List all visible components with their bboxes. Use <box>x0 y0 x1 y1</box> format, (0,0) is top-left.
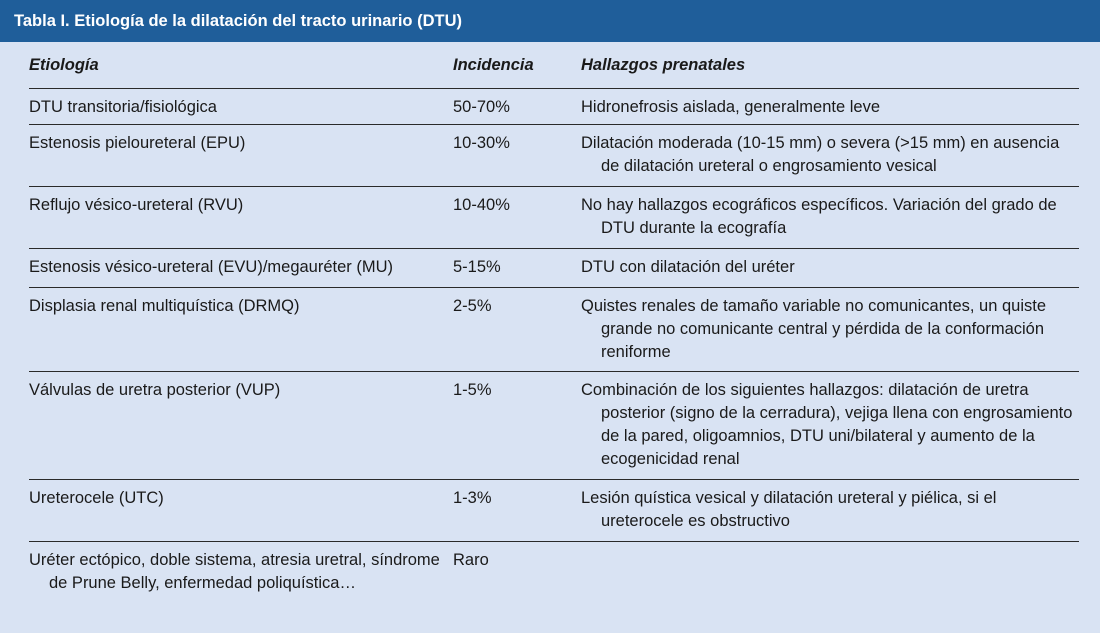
cell-incidencia: 10-30% <box>453 134 510 152</box>
cell-incidencia: 5-15% <box>453 258 501 276</box>
cell-incidencia: 2-5% <box>453 297 492 315</box>
table-row: Displasia renal multiquística (DRMQ) 2-5… <box>29 288 1079 372</box>
header-incidencia: Incidencia <box>453 56 534 74</box>
table-title: Tabla I. Etiología de la dilatación del … <box>0 0 1100 42</box>
cell-incidencia: 1-3% <box>453 489 492 507</box>
cell-hallazgos: Lesión quística vesical y dilatación ure… <box>581 489 997 530</box>
cell-incidencia: 1-5% <box>453 381 492 399</box>
table-row: Estenosis vésico-ureteral (EVU)/megaurét… <box>29 249 1079 288</box>
cell-etiologia: Displasia renal multiquística (DRMQ) <box>29 297 300 315</box>
cell-etiologia: Estenosis pieloureteral (EPU) <box>29 134 246 152</box>
cell-hallazgos: Hidronefrosis aislada, generalmente leve <box>581 98 880 116</box>
etiology-table: Etiología Incidencia Hallazgos prenatale… <box>29 42 1079 628</box>
cell-incidencia: 50-70% <box>453 98 510 116</box>
cell-hallazgos: No hay hallazgos ecográficos específicos… <box>581 196 1057 237</box>
table-row: Reflujo vésico-ureteral (RVU) 10-40% No … <box>29 187 1079 249</box>
cell-etiologia: Uréter ectópico, doble sistema, atresia … <box>29 551 440 592</box>
table-row: Estenosis pieloureteral (EPU) 10-30% Dil… <box>29 125 1079 187</box>
cell-etiologia: Válvulas de uretra posterior (VUP) <box>29 381 281 399</box>
table-header-row: Etiología Incidencia Hallazgos prenatale… <box>29 42 1079 89</box>
cell-etiologia: Ureterocele (UTC) <box>29 489 164 507</box>
cell-incidencia: Raro <box>453 551 489 569</box>
cell-incidencia: 10-40% <box>453 196 510 214</box>
table-row: DTU transitoria/fisiológica 50-70% Hidro… <box>29 89 1079 125</box>
cell-etiologia: Reflujo vésico-ureteral (RVU) <box>29 196 244 214</box>
table-row: Uréter ectópico, doble sistema, atresia … <box>29 542 1079 628</box>
header-etiologia: Etiología <box>29 56 99 74</box>
table-row: Válvulas de uretra posterior (VUP) 1-5% … <box>29 372 1079 480</box>
cell-hallazgos: Dilatación moderada (10-15 mm) o severa … <box>581 134 1060 175</box>
cell-hallazgos: Combinación de los siguientes hallazgos:… <box>581 381 1073 468</box>
cell-etiologia: DTU transitoria/fisiológica <box>29 98 217 116</box>
cell-etiologia: Estenosis vésico-ureteral (EVU)/megaurét… <box>29 258 394 276</box>
header-hallazgos: Hallazgos prenatales <box>581 56 746 74</box>
cell-hallazgos: DTU con dilatación del uréter <box>581 258 795 276</box>
table-row: Ureterocele (UTC) 1-3% Lesión quística v… <box>29 480 1079 542</box>
cell-hallazgos <box>581 549 1079 628</box>
cell-hallazgos: Quistes renales de tamaño variable no co… <box>581 297 1047 361</box>
